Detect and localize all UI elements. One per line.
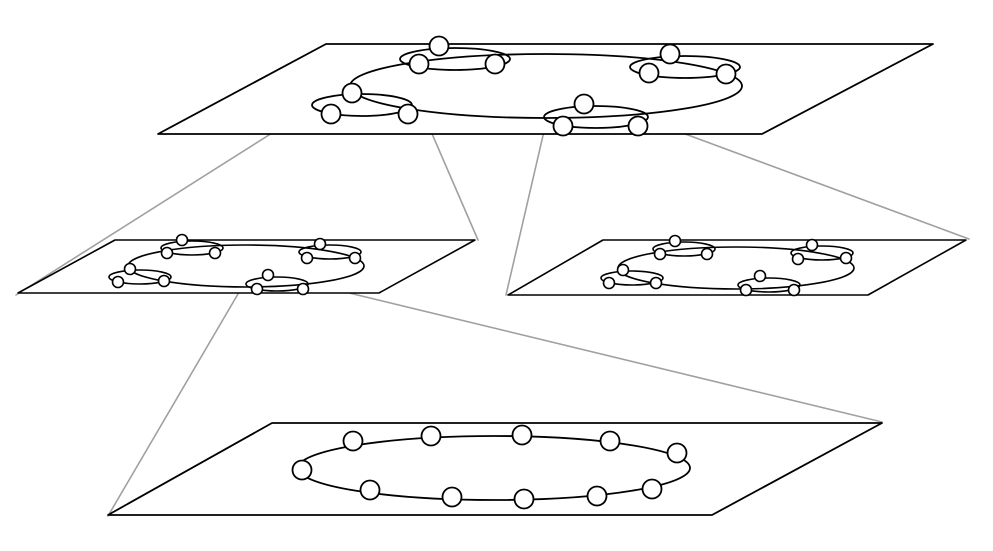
node bbox=[668, 234, 682, 248]
node bbox=[160, 246, 174, 260]
node bbox=[397, 103, 419, 125]
node bbox=[484, 53, 506, 75]
sub-ring-3 bbox=[108, 262, 172, 289]
node bbox=[627, 115, 649, 137]
connector-top-to-left-a bbox=[15, 103, 319, 296]
node bbox=[513, 488, 535, 510]
middle-right-plane bbox=[507, 234, 967, 297]
node bbox=[616, 263, 630, 277]
sub-ring bbox=[737, 277, 801, 293]
node bbox=[261, 268, 275, 282]
sub-ring bbox=[399, 47, 511, 71]
node bbox=[715, 63, 737, 85]
middle-left-plane bbox=[17, 233, 476, 296]
node bbox=[420, 425, 442, 447]
sub-ring bbox=[629, 55, 741, 79]
node bbox=[839, 251, 853, 265]
node bbox=[408, 53, 430, 75]
node bbox=[123, 262, 137, 276]
plane-outline bbox=[107, 422, 883, 516]
node bbox=[157, 274, 171, 288]
top-plane bbox=[157, 35, 934, 137]
sub-ring-4 bbox=[543, 93, 649, 137]
sub-ring-3 bbox=[600, 263, 664, 290]
sub-ring-2 bbox=[298, 237, 362, 265]
node bbox=[805, 238, 819, 252]
node bbox=[291, 459, 313, 481]
connector-left-to-bottom-b bbox=[307, 282, 883, 423]
sub-ring bbox=[298, 244, 362, 260]
sub-ring bbox=[600, 270, 664, 286]
node bbox=[586, 485, 608, 507]
node bbox=[313, 237, 327, 251]
node bbox=[638, 62, 660, 84]
sub-ring-1 bbox=[652, 234, 716, 261]
node bbox=[208, 246, 222, 260]
node bbox=[511, 424, 533, 446]
node bbox=[441, 486, 463, 508]
node bbox=[175, 233, 189, 247]
node bbox=[666, 442, 688, 464]
node bbox=[359, 479, 381, 501]
node bbox=[348, 251, 362, 265]
connector-top-to-right-a bbox=[505, 113, 549, 296]
sub-ring bbox=[790, 245, 854, 261]
node bbox=[428, 35, 450, 57]
node bbox=[659, 43, 681, 65]
sub-ring-3 bbox=[311, 82, 419, 125]
node bbox=[111, 275, 125, 289]
node bbox=[753, 269, 767, 283]
node bbox=[250, 282, 264, 296]
connector-left-to-bottom-a bbox=[107, 281, 246, 517]
sub-ring bbox=[652, 241, 716, 257]
sub-ring bbox=[108, 269, 172, 285]
sub-ring-2 bbox=[629, 43, 741, 85]
node bbox=[739, 283, 753, 297]
sub-ring-4 bbox=[737, 269, 801, 297]
node bbox=[341, 82, 363, 104]
node bbox=[300, 251, 314, 265]
node bbox=[649, 276, 663, 290]
node bbox=[296, 282, 310, 296]
node bbox=[552, 115, 574, 137]
sub-ring-4 bbox=[245, 268, 310, 296]
connector-top-to-right-b bbox=[641, 117, 970, 240]
node bbox=[342, 430, 364, 452]
node bbox=[641, 478, 663, 500]
sub-ring bbox=[245, 276, 309, 292]
plane-outline bbox=[507, 239, 967, 296]
sub-ring bbox=[543, 105, 649, 129]
node bbox=[653, 247, 667, 261]
node bbox=[791, 252, 805, 266]
bottom-plane bbox=[107, 422, 883, 516]
sub-ring-1 bbox=[399, 35, 511, 75]
node bbox=[573, 93, 595, 115]
node bbox=[320, 103, 342, 125]
node bbox=[599, 430, 621, 452]
node bbox=[602, 276, 616, 290]
node bbox=[787, 283, 801, 297]
sub-ring-1 bbox=[160, 233, 224, 260]
sub-ring-2 bbox=[790, 238, 854, 266]
sub-ring bbox=[160, 240, 224, 256]
node bbox=[700, 247, 714, 261]
